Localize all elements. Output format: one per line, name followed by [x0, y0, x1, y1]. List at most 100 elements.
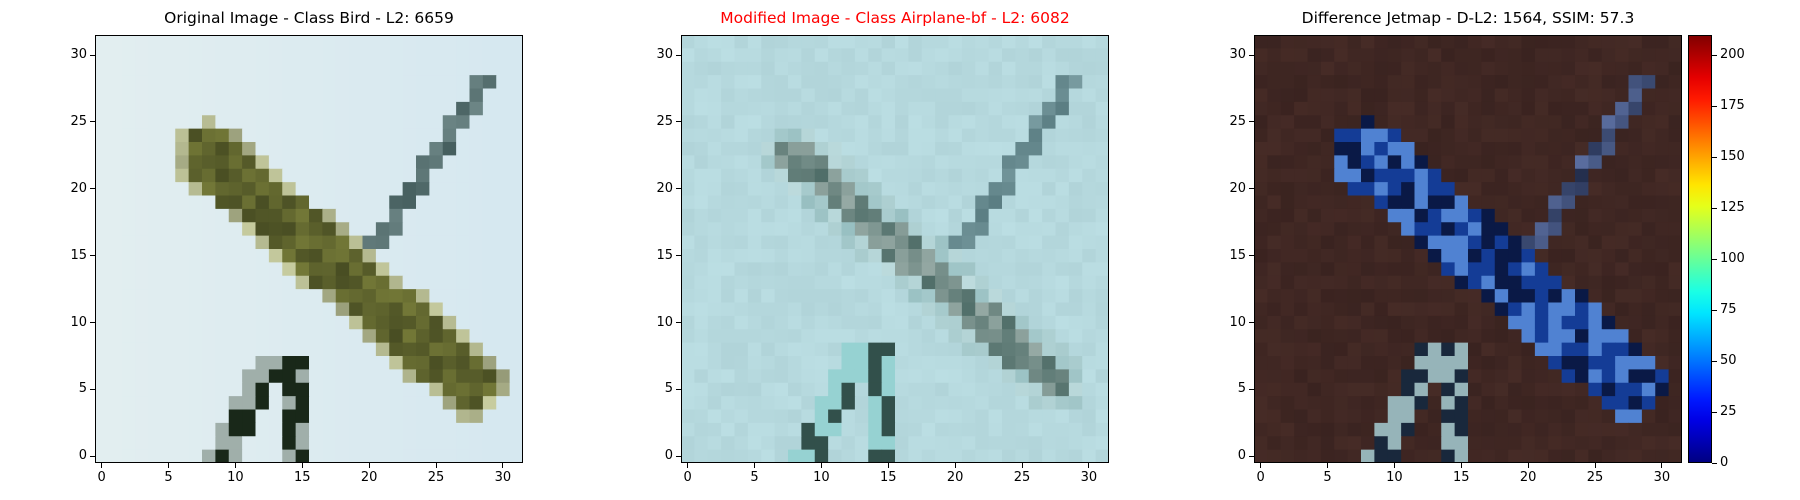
pixel — [948, 369, 963, 384]
pixel — [456, 436, 471, 451]
pixel — [1601, 436, 1616, 451]
pixel — [228, 195, 243, 210]
pixel — [948, 168, 963, 183]
pixel — [761, 382, 776, 397]
pixel — [1055, 409, 1070, 424]
pixel — [961, 329, 976, 344]
pixel — [95, 356, 109, 370]
pixel — [268, 35, 283, 49]
pixel — [961, 422, 976, 437]
pixel — [322, 342, 337, 357]
pixel — [841, 48, 856, 63]
pixel — [1454, 262, 1469, 277]
pixel — [175, 182, 190, 197]
pixel — [1414, 88, 1429, 103]
pixel — [1615, 142, 1630, 156]
pixel — [734, 182, 749, 197]
pixel — [761, 275, 776, 290]
pixel — [1534, 75, 1549, 90]
pixel — [349, 88, 364, 103]
colorbar-tick — [1712, 411, 1717, 413]
pixel — [721, 195, 736, 210]
pixel — [774, 342, 789, 357]
pixel — [1095, 409, 1109, 424]
pixel — [1401, 369, 1416, 384]
pixel — [295, 222, 310, 237]
pixel — [788, 222, 802, 237]
pixel — [335, 61, 350, 76]
pixel — [814, 436, 829, 451]
pixel — [1601, 115, 1616, 130]
pixel — [1028, 369, 1043, 384]
pixel — [335, 289, 350, 304]
pixel — [322, 128, 337, 143]
pixel — [747, 101, 762, 116]
pixel — [389, 168, 404, 183]
pixel — [895, 88, 909, 103]
pixel — [295, 262, 310, 277]
pixel — [895, 168, 909, 183]
pixel — [496, 208, 511, 223]
pixel — [375, 48, 390, 63]
pixel — [1374, 222, 1389, 237]
pixel — [1481, 409, 1496, 424]
pixel — [1494, 409, 1509, 424]
pixel — [881, 35, 896, 49]
pixel — [747, 61, 762, 76]
pixel — [1508, 142, 1523, 156]
pixel — [1307, 142, 1322, 156]
pixel — [135, 195, 150, 210]
pixel — [335, 128, 350, 143]
pixel — [215, 61, 230, 76]
pixel — [148, 302, 163, 317]
pixel — [1628, 35, 1643, 49]
pixel — [161, 182, 176, 197]
pixel — [416, 449, 430, 463]
pixel — [895, 315, 909, 330]
pixel — [1548, 88, 1563, 103]
pixel — [747, 75, 762, 90]
pixel — [1082, 315, 1097, 330]
pixel — [921, 222, 936, 237]
pixel — [1374, 436, 1389, 451]
pixel — [228, 155, 243, 170]
pixel — [707, 302, 722, 317]
pixel — [1002, 222, 1016, 237]
pixel — [268, 75, 283, 90]
pixel — [1374, 61, 1389, 76]
pixel — [1320, 168, 1335, 183]
pixel — [1042, 396, 1057, 411]
pixel — [1028, 356, 1043, 370]
pixel — [1347, 422, 1362, 437]
pixel — [1401, 101, 1416, 116]
pixel — [908, 155, 923, 170]
pixel — [961, 262, 976, 277]
pixel — [1454, 182, 1469, 197]
pixel — [814, 222, 829, 237]
pixel — [721, 356, 736, 370]
pixel — [895, 262, 909, 277]
pixel — [148, 208, 163, 223]
pixel — [121, 182, 136, 197]
pixel — [121, 275, 136, 290]
pixel — [681, 302, 695, 317]
pixel — [148, 115, 163, 130]
pixel — [482, 396, 497, 411]
x-tick-label: 5 — [750, 470, 759, 485]
pixel — [416, 342, 430, 357]
pixel — [1655, 302, 1670, 317]
pixel — [1095, 235, 1109, 250]
pixel — [375, 369, 390, 384]
pixel — [1454, 61, 1469, 76]
pixel — [429, 249, 444, 263]
pixel — [469, 168, 484, 183]
pixel — [707, 168, 722, 183]
pixel — [295, 48, 310, 63]
pixel — [1294, 128, 1309, 143]
pixel — [975, 222, 990, 237]
pixel — [1015, 61, 1030, 76]
pixel — [1015, 329, 1030, 344]
pixel — [975, 249, 990, 263]
pixel — [1481, 182, 1496, 197]
pixel — [161, 61, 176, 76]
